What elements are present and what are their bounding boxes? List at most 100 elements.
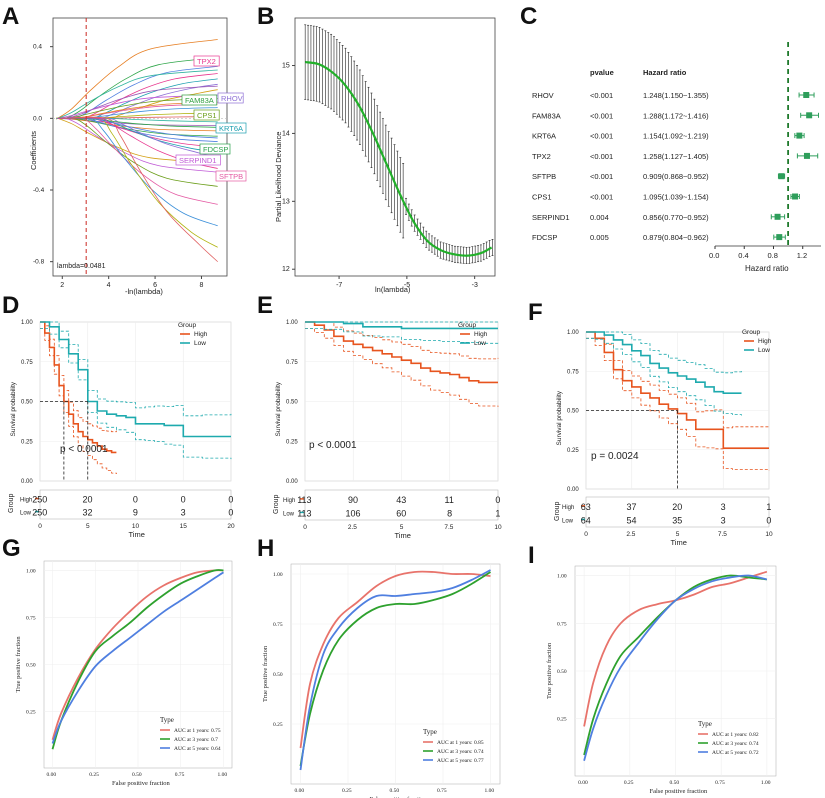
gene-label-box xyxy=(193,55,220,67)
x-tick-label: 0 xyxy=(303,524,307,531)
x-tick-label: 0 xyxy=(584,531,588,538)
panel-letter-E: E xyxy=(257,292,273,319)
y-tick-label: 12 xyxy=(282,266,290,273)
x-tick-label: 1.00 xyxy=(485,788,495,794)
roc-curve-2 xyxy=(51,569,224,750)
risk-count: 64 xyxy=(581,515,591,525)
gene-label-krt6a: KRT6A xyxy=(219,124,243,133)
risk-row-label: High xyxy=(283,498,295,504)
risk-row-label: Low xyxy=(562,518,574,524)
y-tick-label: 0.50 xyxy=(21,400,33,406)
y-tick-label: 0.25 xyxy=(21,439,33,445)
risk-row-label: Low xyxy=(283,511,295,517)
y-tick-label: 1.00 xyxy=(273,572,283,578)
x-tick-label: 7.5 xyxy=(444,524,453,531)
header-pvalue: pvalue xyxy=(590,68,614,77)
panel-letter-C: C xyxy=(520,3,537,30)
risk-count: 32 xyxy=(83,508,93,518)
y-tick-label: 0.25 xyxy=(273,722,283,728)
x-tick-label: 0.00 xyxy=(295,788,305,794)
ci-band-low xyxy=(586,331,742,374)
y-tick-label: 0.50 xyxy=(557,669,567,675)
panel-C-forest-plot: pvalue Hazard ratio RHOV <0.001 1.248(1.150~… xyxy=(532,42,821,273)
x-tick-label: 10 xyxy=(765,531,773,538)
risk-table-frame xyxy=(585,496,770,528)
y-axis-title: Survival probability xyxy=(10,381,17,436)
survival-line-low xyxy=(586,331,742,395)
y-tick-label: 0.75 xyxy=(21,360,33,366)
x-tick-label: 1.00 xyxy=(217,772,227,778)
panel-letter-F: F xyxy=(528,299,543,326)
legend-label: AUC at 5 years: 0.64 xyxy=(174,746,221,752)
risk-count: 3 xyxy=(721,515,726,525)
x-tick-label: 15 xyxy=(180,523,188,530)
survival-line-high xyxy=(586,331,769,450)
x-tick-label: 5 xyxy=(86,523,90,530)
x-tick-label: 7.5 xyxy=(718,531,727,538)
x-tick-label: 0.00 xyxy=(578,780,588,786)
risk-count: 9 xyxy=(133,508,138,518)
x-axis-title: Time xyxy=(395,531,411,540)
x-tick-label: 2.5 xyxy=(626,531,635,538)
y-tick-label: 0.4 xyxy=(33,44,42,51)
legend-label: Low xyxy=(758,347,770,354)
x-tick-label: 0.4 xyxy=(738,251,748,260)
p-value: p < 0.0001 xyxy=(309,440,357,451)
ci-band-low xyxy=(586,337,742,416)
row-hr-text: 0.856(0.770~0.952) xyxy=(643,213,709,222)
x-tick-label: -7 xyxy=(336,282,342,289)
legend-title: Group xyxy=(742,329,760,336)
legend-label: High xyxy=(474,331,488,338)
gene-label-box xyxy=(199,143,231,155)
risk-count: 113 xyxy=(297,495,311,505)
hr-point xyxy=(806,112,813,119)
hr-point xyxy=(796,132,803,139)
x-tick-label: 0.8 xyxy=(767,251,777,260)
y-tick-label: 0.50 xyxy=(26,663,36,669)
x-tick-label: 4 xyxy=(107,282,111,289)
legend-label: High xyxy=(758,338,772,345)
risk-count: 60 xyxy=(396,508,406,518)
panel-I-roc: 1.00 0.75 0.50 0.25 0.00 0.25 0.50 0.75 1.00 Fals… xyxy=(546,565,777,795)
gene-label-box xyxy=(215,122,247,134)
survival-line-low xyxy=(305,321,498,330)
risk-count: 43 xyxy=(396,495,406,505)
survival-line-low xyxy=(40,321,231,438)
gene-label-box xyxy=(181,94,218,106)
hr-point xyxy=(776,234,783,241)
gene-label-sftpb: SFTPB xyxy=(219,172,243,181)
deviance-mean-line xyxy=(305,61,493,257)
risk-row-label: Low xyxy=(20,511,32,517)
x-axis-title: False positive fraction xyxy=(650,788,709,795)
gene-label-box xyxy=(175,154,221,166)
legend-label: AUC at 3 years: 0.7 xyxy=(174,737,218,743)
risk-count: 113 xyxy=(297,508,311,518)
panel-E-km-curve: 1.00 0.75 0.50 0.25 0.00 Survival probability… xyxy=(273,320,502,540)
x-tick-label: -5 xyxy=(404,282,410,289)
x-tick-label: 0.25 xyxy=(624,780,634,786)
risk-count: 0 xyxy=(228,495,233,505)
risk-row-label: High xyxy=(20,498,32,504)
x-tick-label: 10 xyxy=(494,524,502,531)
y-tick-label: 1.00 xyxy=(26,568,36,574)
legend-label: AUC at 1 years: 0.82 xyxy=(712,732,759,738)
y-axis-title: Survival probability xyxy=(275,381,282,436)
risk-count: 0 xyxy=(181,495,186,505)
hr-point xyxy=(774,213,781,220)
x-tick-label: 0.75 xyxy=(715,780,725,786)
gene-label-box xyxy=(217,92,244,104)
ci-band-high xyxy=(305,327,499,407)
risk-count: 37 xyxy=(627,502,637,512)
header-hazard-ratio: Hazard ratio xyxy=(643,68,687,77)
row-hr-text: 1.248(1.150~1.355) xyxy=(643,91,709,100)
legend-label: AUC at 1 years: 0.85 xyxy=(437,740,484,746)
roc-curve-3 xyxy=(51,571,224,744)
risk-count: 11 xyxy=(445,495,454,505)
y-tick-label: 0.50 xyxy=(273,672,283,678)
x-tick-label: 1.00 xyxy=(761,780,771,786)
row-hr-text: 1.095(1.039~1.154) xyxy=(643,193,709,202)
x-tick-label: 0.25 xyxy=(342,788,352,794)
risk-row-label: High xyxy=(562,505,574,511)
y-tick-label: 0.25 xyxy=(286,439,298,445)
survival-line-high xyxy=(40,321,117,454)
